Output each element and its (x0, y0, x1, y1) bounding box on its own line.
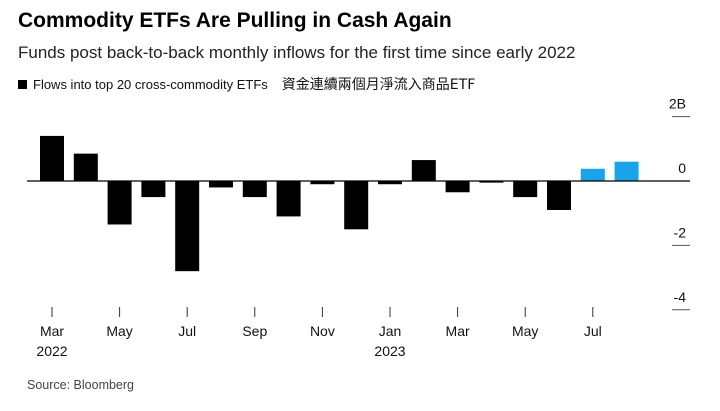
chart-subtitle: Funds post back-to-back monthly inflows … (18, 43, 576, 62)
x-tick-label-5: Jan (379, 323, 402, 339)
legend-label: Flows into top 20 cross-commodity ETFs (33, 76, 268, 92)
bar-apr-2022 (73, 153, 98, 181)
bar-aug-2022 (209, 181, 233, 188)
bar-nov-2022 (310, 181, 335, 185)
x-tick-label-2: Jul (178, 323, 196, 339)
y-tick-label-3: -4 (674, 289, 687, 305)
y-tick-label-1: 0 (678, 160, 686, 176)
x-tick-label-0: Mar (40, 323, 64, 339)
x-tick-label-1: May (106, 323, 132, 339)
bar-feb-2023 (411, 160, 436, 181)
y-tick-label-2: -2 (674, 224, 687, 240)
x-tick-label-6: Mar (446, 323, 470, 339)
bar-mar-2022 (40, 135, 64, 181)
bar-mar-2023 (445, 181, 470, 193)
bar-may-2022 (107, 181, 132, 225)
x-tick-label-4: Nov (310, 323, 335, 339)
x-tick-label-8: Jul (584, 323, 602, 339)
x-tick-label-7: May (512, 323, 538, 339)
x-tick-year-5: 2023 (374, 343, 405, 359)
bar-jun-2022 (141, 181, 166, 198)
legend-swatch (18, 79, 27, 89)
chart-legend: Flows into top 20 cross-commodity ETFs 資… (18, 74, 475, 94)
bar-jul-2022 (175, 181, 200, 272)
y-tick-label-0: 2B (669, 96, 686, 112)
x-tick-label-3: Sep (242, 323, 267, 339)
legend-note: 資金連續兩個月淨流入商品ETF (281, 77, 476, 93)
bar-dec-2022 (344, 181, 369, 230)
chart-title: Commodity ETFs Are Pulling in Cash Again (18, 9, 452, 32)
bar-may-2023 (513, 181, 538, 198)
chart-source: Source: Bloomberg (27, 378, 135, 392)
bar-jun-2023 (547, 181, 571, 210)
bar-jan-2023 (378, 181, 402, 185)
bar-sep-2022 (242, 181, 267, 198)
bar-oct-2022 (276, 181, 301, 217)
bar-jul-2023 (580, 168, 605, 181)
bar-apr-2023 (479, 181, 504, 183)
bar-aug-2023 (614, 161, 639, 181)
x-tick-year-0: 2022 (36, 343, 67, 359)
